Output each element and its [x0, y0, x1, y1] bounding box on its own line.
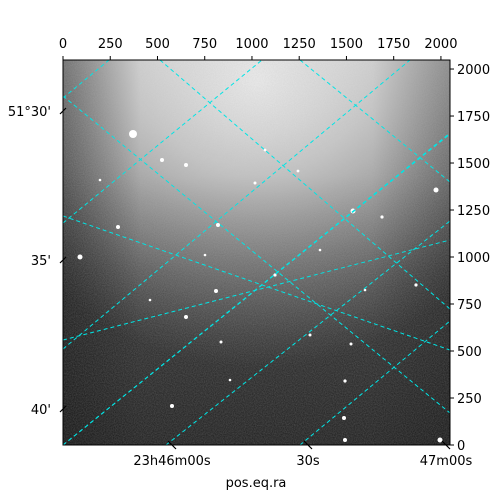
- top-tick-label: 0: [59, 37, 67, 52]
- grid-line: [165, 220, 450, 445]
- top-tick-label: 1750: [377, 37, 410, 52]
- star: [308, 333, 312, 337]
- ra-tick: [167, 440, 177, 450]
- top-tick-label: 1500: [330, 37, 363, 52]
- grid-line: [299, 320, 450, 445]
- top-tick-label: 2000: [424, 37, 457, 52]
- dec-tick: [59, 107, 67, 115]
- grid-line: [63, 132, 450, 445]
- grid-line: [63, 60, 263, 224]
- top-x-axis: 0 250 500 750 1000 1250 1500 1750 2000: [59, 37, 457, 60]
- right-tick-label: 1750: [457, 110, 490, 125]
- right-tick-label: 1250: [457, 204, 490, 219]
- top-tick-label: 750: [192, 37, 217, 52]
- star: [414, 283, 418, 287]
- grid-line: [63, 60, 411, 350]
- star: [219, 340, 223, 344]
- top-tick-label: 250: [98, 37, 123, 52]
- star: [263, 148, 267, 152]
- grid-line: [63, 215, 450, 351]
- right-tick-label: 2000: [457, 63, 490, 78]
- ra-tick: [441, 440, 451, 450]
- dec-tick-label: 51°30': [8, 105, 51, 120]
- star: [342, 416, 346, 420]
- ra-tick-label: 30s: [296, 454, 320, 469]
- ra-tick: [303, 440, 313, 450]
- star: [160, 158, 164, 162]
- grid-line: [63, 60, 110, 99]
- top-tick-label: 1000: [235, 37, 268, 52]
- star: [343, 379, 347, 383]
- star: [203, 253, 207, 257]
- right-tick-label: 500: [457, 345, 482, 360]
- ra-tick-label: 47m00s: [420, 454, 473, 469]
- star: [253, 181, 257, 185]
- star: [433, 187, 439, 193]
- star: [380, 215, 384, 219]
- sky-image: [63, 60, 450, 445]
- star: [363, 288, 367, 292]
- star: [318, 248, 322, 252]
- dec-tick: [59, 256, 67, 264]
- star: [343, 438, 347, 442]
- grid-line: [299, 60, 450, 183]
- dec-axis: 51°30' 35' 40': [8, 105, 67, 418]
- grid-line: [159, 60, 450, 310]
- dec-tick: [59, 405, 67, 413]
- right-tick-label: 1500: [457, 157, 490, 172]
- star: [349, 342, 353, 346]
- right-tick-label: 750: [457, 298, 482, 313]
- axes-frame: [62, 59, 451, 446]
- star: [184, 163, 188, 167]
- x-axis-label: pos.eq.ra: [226, 476, 287, 491]
- right-tick-label: 250: [457, 392, 482, 407]
- dec-tick-label: 40': [31, 403, 51, 418]
- ra-axis: 23h46m00s 30s 47m00s: [133, 440, 473, 469]
- star: [77, 254, 83, 260]
- star: [214, 289, 218, 293]
- star: [273, 273, 277, 277]
- star: [116, 225, 120, 229]
- dec-tick-label: 35': [31, 254, 51, 269]
- coordinate-grid: [63, 60, 450, 445]
- right-y-axis: 0 250 500 750 1000 1250 1500 1750 2000: [450, 63, 490, 454]
- right-tick-label: 1000: [457, 251, 490, 266]
- star: [98, 178, 102, 182]
- top-tick-label: 500: [145, 37, 170, 52]
- star: [148, 298, 152, 302]
- star: [296, 169, 300, 173]
- right-tick-label: 0: [457, 439, 465, 454]
- star: [228, 378, 232, 382]
- grid-line: [63, 239, 450, 341]
- star: [129, 130, 137, 138]
- star: [216, 223, 220, 227]
- star: [437, 437, 443, 443]
- grid-line: [63, 95, 450, 414]
- ra-tick-label: 23h46m00s: [133, 454, 211, 469]
- star: [184, 315, 188, 319]
- top-tick-label: 1250: [283, 37, 316, 52]
- star: [170, 404, 174, 408]
